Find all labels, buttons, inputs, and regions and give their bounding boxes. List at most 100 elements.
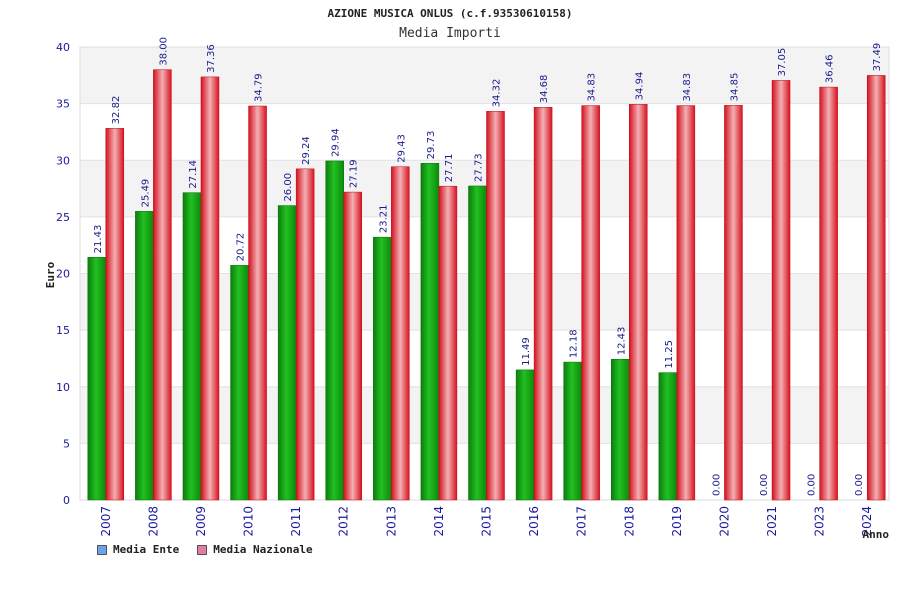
x-tick-label: 2007 (99, 506, 113, 537)
legend-item-media-ente: Media Ente (97, 543, 179, 556)
x-tick-label: 2009 (194, 506, 208, 537)
y-tick-label: 15 (56, 324, 70, 337)
chart-title: AZIONE MUSICA ONLUS (c.f.93530610158) (327, 7, 572, 20)
legend-swatch-media-nazionale (197, 544, 208, 555)
data-label: 11.25 (664, 340, 675, 369)
x-tick-label: 2018 (622, 506, 636, 537)
bar (105, 128, 125, 501)
bar (515, 369, 535, 501)
data-label: 29.73 (426, 131, 437, 160)
data-label: 29.43 (396, 134, 407, 163)
data-label: 38.00 (158, 37, 169, 66)
data-labels: 21.43 32.82 25.49 38.00 27.14 37.36 20.72 34.79… (93, 37, 883, 496)
bar (486, 111, 505, 501)
data-label: 27.73 (474, 153, 485, 182)
data-label: 29.94 (331, 128, 342, 157)
x-axis-label: Anno (863, 528, 890, 541)
bar (581, 105, 600, 501)
x-tick-label: 2008 (146, 506, 160, 537)
bar (248, 105, 267, 501)
data-label: 20.72 (236, 233, 247, 262)
bar (533, 106, 553, 501)
bar (87, 257, 107, 501)
bar (295, 168, 315, 501)
bar (200, 76, 220, 501)
x-tick-label: 2014 (432, 506, 446, 537)
data-label: 0.00 (759, 474, 770, 496)
x-axis-ticks: 2007 2008 2009 2010 2011 2012 2013 2014 2015 2016… (99, 506, 874, 537)
x-tick-label: 2019 (670, 506, 684, 537)
bar (325, 160, 344, 501)
data-label: 23.21 (378, 205, 389, 234)
data-label: 36.46 (825, 54, 836, 83)
data-label: 26.00 (283, 173, 294, 202)
data-label: 37.05 (777, 48, 788, 77)
x-tick-label: 2023 (813, 506, 827, 537)
x-tick-label: 2010 (242, 506, 256, 537)
data-label: 37.49 (872, 43, 883, 72)
bar (153, 69, 172, 501)
bar (135, 211, 154, 501)
data-label: 34.83 (587, 73, 598, 102)
x-tick-label: 2017 (575, 506, 589, 537)
bar (819, 86, 838, 501)
legend: Media Ente Media Nazionale (97, 543, 313, 556)
data-label: 27.14 (188, 160, 199, 189)
data-label: 25.49 (140, 179, 151, 208)
data-label: 0.00 (711, 474, 722, 496)
y-tick-label: 0 (63, 494, 70, 507)
bar (438, 185, 458, 501)
bar (373, 236, 392, 501)
y-tick-label: 20 (56, 268, 70, 281)
data-label: 37.36 (206, 44, 217, 73)
data-label: 12.18 (569, 329, 580, 358)
chart-subtitle: Media Importi (399, 26, 501, 41)
data-label: 11.49 (521, 337, 532, 366)
y-axis-label: Euro (44, 261, 57, 288)
y-axis-ticks: 0 5 10 15 20 25 30 35 40 (56, 41, 70, 507)
bar (724, 105, 743, 501)
legend-label-media-ente: Media Ente (113, 543, 180, 556)
bar (866, 75, 886, 501)
bar (391, 166, 410, 501)
y-tick-label: 30 (56, 154, 70, 167)
data-label: 0.00 (807, 474, 818, 496)
y-tick-label: 25 (56, 211, 70, 224)
x-tick-label: 2012 (337, 506, 351, 537)
data-label: 34.83 (682, 73, 693, 102)
bar (563, 361, 582, 501)
legend-item-media-nazionale: Media Nazionale (197, 543, 313, 556)
legend-swatch-media-ente (97, 544, 107, 555)
bar (468, 185, 487, 501)
bar (658, 372, 678, 501)
bar (629, 104, 648, 501)
data-label: 0.00 (854, 474, 865, 496)
x-tick-label: 2015 (480, 506, 494, 537)
data-label: 32.82 (111, 96, 122, 125)
y-tick-label: 35 (56, 98, 70, 111)
y-tick-label: 10 (56, 381, 70, 394)
y-tick-label: 40 (56, 41, 70, 54)
x-tick-label: 2011 (289, 506, 303, 537)
x-tick-label: 2016 (527, 506, 541, 537)
legend-label-media-nazionale: Media Nazionale (213, 543, 313, 556)
data-label: 34.79 (254, 73, 265, 102)
data-label: 34.94 (634, 72, 645, 101)
bar (676, 105, 696, 501)
data-label: 29.24 (301, 136, 312, 165)
bar (611, 358, 630, 501)
data-label: 34.32 (492, 79, 503, 108)
data-label: 27.19 (349, 159, 360, 188)
x-tick-label: 2024 (860, 506, 874, 537)
bar (420, 163, 440, 501)
bars (87, 69, 886, 501)
data-label: 34.68 (539, 75, 550, 104)
data-label: 27.71 (444, 154, 455, 183)
bar (277, 205, 297, 501)
x-tick-label: 2013 (384, 506, 398, 537)
bar (230, 265, 249, 501)
data-label: 34.85 (729, 73, 740, 102)
bar (343, 191, 362, 501)
bar (182, 192, 202, 501)
